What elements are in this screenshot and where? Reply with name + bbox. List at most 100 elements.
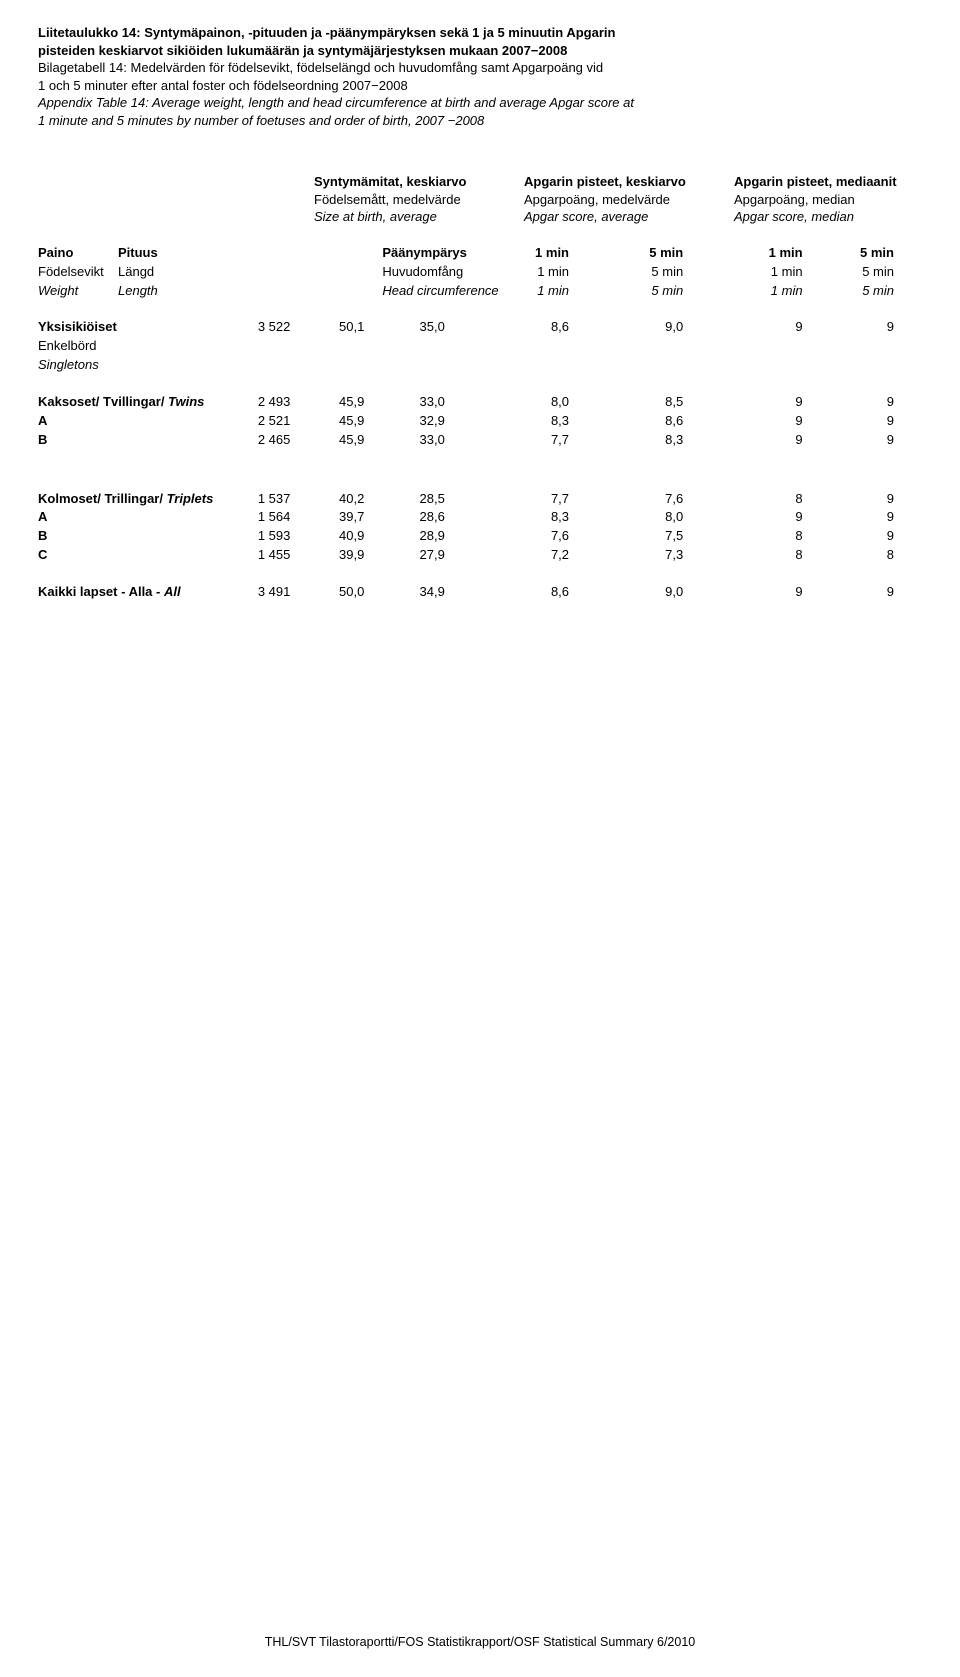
- cell: 9: [739, 318, 830, 337]
- cell: 1 593: [250, 527, 314, 546]
- cell: 33,0: [378, 431, 510, 450]
- lbl-twins: Kaksoset/ Tvillingar/ Twins: [38, 393, 250, 412]
- cell: 7,7: [511, 431, 625, 450]
- cell: 8,0: [625, 508, 739, 527]
- title-fi-1: Liitetaulukko 14: Syntymäpainon, -pituud…: [38, 24, 922, 42]
- cell: 28,9: [378, 527, 510, 546]
- column-group-headers: Syntymämitat, keskiarvo Apgarin pisteet,…: [38, 173, 922, 226]
- row-twins-a: A 2 521 45,9 32,9 8,3 8,6 9 9: [38, 412, 922, 431]
- row-all: Kaikki lapset - Alla - All 3 491 50,0 34…: [38, 583, 922, 602]
- grp1-sv: Födelsemått, medelvärde: [314, 191, 524, 209]
- col-header-en: WeightLengthHead circumference1 min5 min…: [38, 282, 922, 301]
- cell: 35,0: [378, 318, 510, 337]
- cell: 7,6: [511, 527, 625, 546]
- lbl-triplets-c: C: [38, 546, 250, 565]
- cell: 9: [831, 412, 922, 431]
- cell: 9: [831, 431, 922, 450]
- grp1-en: Size at birth, average: [314, 208, 524, 226]
- grp3-sv: Apgarpoäng, median: [734, 191, 914, 209]
- grp2-fi: Apgarin pisteet, keskiarvo: [524, 173, 734, 191]
- cell: 9: [831, 508, 922, 527]
- cell: 9: [739, 431, 830, 450]
- lbl-singletons-en: Singletons: [38, 356, 250, 375]
- cell: 45,9: [314, 393, 378, 412]
- cell: 7,3: [625, 546, 739, 565]
- lbl-triplets-b: B: [38, 527, 250, 546]
- row-singletons: Yksisikiöiset 3 522 50,1 35,0 8,6 9,0 9 …: [38, 318, 922, 337]
- cell: 45,9: [314, 412, 378, 431]
- cell: 2 465: [250, 431, 314, 450]
- lbl-triplets-txt: Kolmoset/ Trillingar/ Triplets: [38, 491, 213, 506]
- grp3-en: Apgar score, median: [734, 208, 914, 226]
- row-twins: Kaksoset/ Tvillingar/ Twins 2 493 45,9 3…: [38, 393, 922, 412]
- cell: 8,3: [625, 431, 739, 450]
- cell: 9: [831, 583, 922, 602]
- cell: 32,9: [378, 412, 510, 431]
- cell: 7,6: [625, 490, 739, 509]
- lbl-singletons-fi: Yksisikiöiset: [38, 318, 250, 337]
- cell: 34,9: [378, 583, 510, 602]
- cell: 8,6: [511, 583, 625, 602]
- lbl-singletons-sv: Enkelbörd: [38, 337, 250, 356]
- row-singletons-sv: Enkelbörd: [38, 337, 922, 356]
- cell: 8: [739, 546, 830, 565]
- cell: 7,7: [511, 490, 625, 509]
- col-header-fi: PainoPituusPäänympärys1 min5 min1 min5 m…: [38, 244, 922, 263]
- cell: 8: [739, 490, 830, 509]
- row-triplets-c: C 1 455 39,9 27,9 7,2 7,3 8 8: [38, 546, 922, 565]
- cell: 7,5: [625, 527, 739, 546]
- cell: 1 455: [250, 546, 314, 565]
- cell: 50,0: [314, 583, 378, 602]
- cell: 28,5: [378, 490, 510, 509]
- cell: 2 521: [250, 412, 314, 431]
- cell: 8,0: [511, 393, 625, 412]
- cell: 9: [739, 393, 830, 412]
- lbl-twins-a: A: [38, 412, 250, 431]
- cell: 9: [739, 583, 830, 602]
- lbl-all-txt: Kaikki lapset - Alla - All: [38, 584, 181, 599]
- cell: 9: [739, 412, 830, 431]
- page: Liitetaulukko 14: Syntymäpainon, -pituud…: [0, 0, 960, 1677]
- cell: 45,9: [314, 431, 378, 450]
- cell: 50,1: [314, 318, 378, 337]
- title-sv-2: 1 och 5 minuter efter antal foster och f…: [38, 77, 922, 95]
- cell: 8,5: [625, 393, 739, 412]
- lbl-triplets: Kolmoset/ Trillingar/ Triplets: [38, 490, 250, 509]
- cell: 8,6: [625, 412, 739, 431]
- title-en-1: Appendix Table 14: Average weight, lengt…: [38, 94, 922, 112]
- cell: 8: [831, 546, 922, 565]
- cell: 40,2: [314, 490, 378, 509]
- lbl-triplets-a: A: [38, 508, 250, 527]
- row-triplets-b: B 1 593 40,9 28,9 7,6 7,5 8 9: [38, 527, 922, 546]
- row-singletons-en: Singletons: [38, 356, 922, 375]
- grp1-fi: Syntymämitat, keskiarvo: [314, 173, 524, 191]
- cell: 9: [831, 527, 922, 546]
- cell: 39,9: [314, 546, 378, 565]
- row-triplets-a: A 1 564 39,7 28,6 8,3 8,0 9 9: [38, 508, 922, 527]
- cell: 7,2: [511, 546, 625, 565]
- grp2-en: Apgar score, average: [524, 208, 734, 226]
- grp2-sv: Apgarpoäng, medelvärde: [524, 191, 734, 209]
- cell: 28,6: [378, 508, 510, 527]
- cell: 27,9: [378, 546, 510, 565]
- cell: 40,9: [314, 527, 378, 546]
- lbl-twins-b: B: [38, 431, 250, 450]
- cell: 1 537: [250, 490, 314, 509]
- title-block: Liitetaulukko 14: Syntymäpainon, -pituud…: [38, 24, 922, 129]
- lbl-twins-txt: Kaksoset/ Tvillingar/ Twins: [38, 394, 204, 409]
- cell: 9,0: [625, 318, 739, 337]
- cell: 9: [831, 393, 922, 412]
- cell: 2 493: [250, 393, 314, 412]
- row-triplets: Kolmoset/ Trillingar/ Triplets 1 537 40,…: [38, 490, 922, 509]
- lbl-all: Kaikki lapset - Alla - All: [38, 583, 250, 602]
- cell: 8: [739, 527, 830, 546]
- data-table: PainoPituusPäänympärys1 min5 min1 min5 m…: [38, 244, 922, 602]
- cell: 8,3: [511, 412, 625, 431]
- cell: 1 564: [250, 508, 314, 527]
- cell: 8,3: [511, 508, 625, 527]
- cell: 9: [739, 508, 830, 527]
- cell: 8,6: [511, 318, 625, 337]
- cell: 9,0: [625, 583, 739, 602]
- cell: 33,0: [378, 393, 510, 412]
- title-fi-2: pisteiden keskiarvot sikiöiden lukumäärä…: [38, 42, 922, 60]
